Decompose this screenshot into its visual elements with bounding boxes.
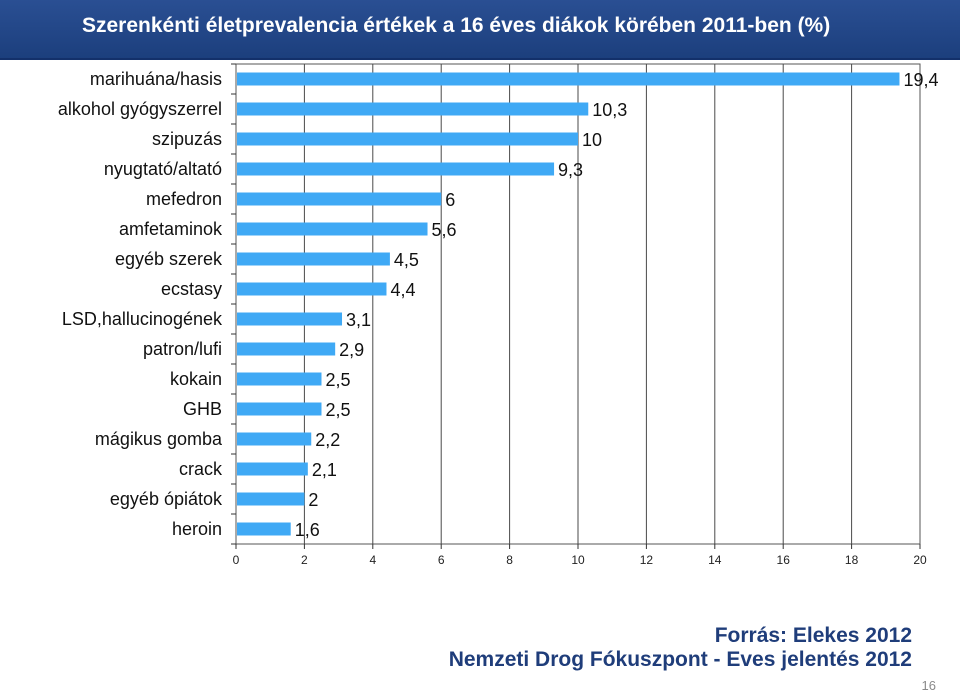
bar — [237, 462, 308, 476]
category-label: LSD,hallucinogének — [62, 309, 223, 329]
x-tick-label: 10 — [571, 553, 585, 567]
value-label: 3,1 — [346, 310, 371, 330]
bar — [237, 402, 322, 416]
x-tick-label: 18 — [845, 553, 859, 567]
category-label: nyugtató/altató — [104, 159, 222, 179]
x-tick-label: 8 — [506, 553, 513, 567]
bar — [237, 372, 322, 386]
category-label: patron/lufi — [143, 339, 222, 359]
slide-title: Szerenkénti életprevalencia értékek a 16… — [82, 14, 831, 37]
x-tick-label: 16 — [777, 553, 791, 567]
bar — [237, 312, 343, 326]
category-label: amfetaminok — [119, 219, 223, 239]
bar — [237, 192, 442, 206]
bar — [237, 432, 312, 446]
category-label: ecstasy — [161, 279, 222, 299]
bar — [237, 222, 428, 236]
bar — [237, 252, 390, 266]
category-label: alkohol gyógyszerrel — [58, 99, 222, 119]
value-label: 2,5 — [326, 400, 351, 420]
bar — [237, 132, 578, 146]
x-tick-label: 4 — [369, 553, 376, 567]
category-label: crack — [179, 459, 223, 479]
source-line-2: Nemzeti Drog Fókuszpont - Eves jelentés … — [448, 648, 912, 671]
value-label: 4,4 — [390, 280, 415, 300]
x-tick-label: 2 — [301, 553, 308, 567]
value-label: 19,4 — [903, 70, 938, 90]
x-tick-label: 0 — [233, 553, 240, 567]
value-label: 2,5 — [326, 370, 351, 390]
bar — [237, 72, 900, 86]
value-label: 5,6 — [432, 220, 457, 240]
bar — [237, 102, 589, 116]
value-label: 6 — [445, 190, 455, 210]
value-label: 10,3 — [592, 100, 627, 120]
x-tick-label: 14 — [708, 553, 722, 567]
value-label: 1,6 — [295, 520, 320, 540]
value-label: 10 — [582, 130, 602, 150]
value-label: 9,3 — [558, 160, 583, 180]
category-label: egyéb ópiátok — [110, 489, 223, 509]
bar — [237, 162, 555, 176]
value-label: 2,2 — [315, 430, 340, 450]
category-label: marihuána/hasis — [90, 69, 222, 89]
value-label: 2,9 — [339, 340, 364, 360]
x-tick-label: 20 — [913, 553, 927, 567]
category-label: heroin — [172, 519, 222, 539]
category-label: szipuzás — [152, 129, 222, 149]
category-label: GHB — [183, 399, 222, 419]
category-label: kokain — [170, 369, 222, 389]
bar — [237, 522, 291, 536]
source-line-1: Forrás: Elekes 2012 — [714, 624, 912, 647]
bar-chart: 0 2 4 6 8 10 12 14 16 18 20 marihuána/hasis 19,4 alko… — [58, 63, 939, 567]
bar — [237, 282, 387, 296]
value-label: 4,5 — [394, 250, 419, 270]
category-label: egyéb szerek — [115, 249, 223, 269]
x-tick-label: 6 — [438, 553, 445, 567]
page-number: 16 — [921, 678, 936, 693]
x-tick-label: 12 — [640, 553, 654, 567]
category-label: mágikus gomba — [95, 429, 223, 449]
title-bar: Szerenkénti életprevalencia értékek a 16… — [0, 0, 960, 60]
bar — [237, 342, 336, 356]
bar — [237, 492, 305, 506]
value-label: 2,1 — [312, 460, 337, 480]
value-label: 2 — [308, 490, 318, 510]
category-label: mefedron — [146, 189, 222, 209]
